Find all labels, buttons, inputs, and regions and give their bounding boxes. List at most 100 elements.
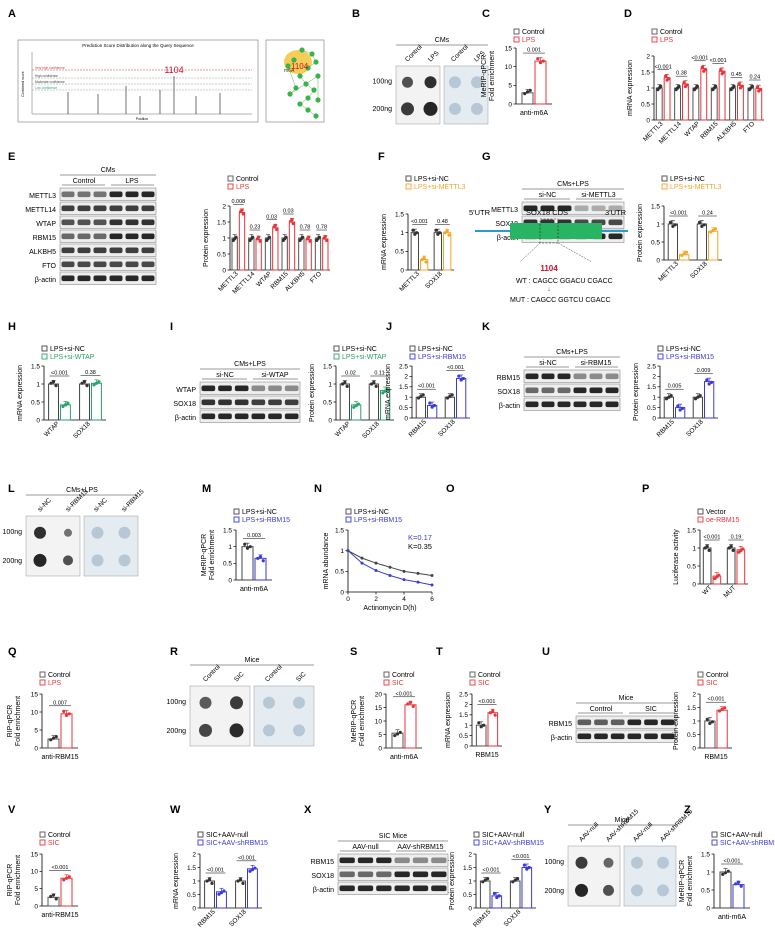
western-blot-membrane: [59, 187, 157, 201]
dot-blot-spot: [64, 528, 72, 537]
western-blot-band: [357, 857, 374, 864]
western-blot-row-label: RBM15: [311, 859, 334, 866]
western-blot-band: [77, 261, 91, 268]
legend-swatch: [345, 508, 352, 515]
western-blot-band: [61, 205, 75, 212]
legend-swatch: [473, 839, 480, 846]
legend-label: Control: [236, 176, 259, 183]
data-point: [66, 401, 70, 405]
n-k-nc: K=0.35: [408, 542, 432, 551]
a-legend-moderate: Moderate confidence: [35, 80, 65, 84]
western-blot-band: [610, 733, 625, 740]
y-tick-label: 0: [656, 257, 660, 264]
data-point: [703, 68, 707, 72]
panel-letter-r: R: [170, 646, 178, 658]
western-blot-group-1: Control: [73, 178, 96, 185]
chart-m: 0 0.5 1 1.5 MeRIP-qPCR Fold enrichment 0.003 an…: [201, 508, 290, 593]
dot-blot-lane-label: Control: [404, 43, 424, 63]
data-point: [325, 238, 329, 243]
y-tick-label: 1.5: [641, 69, 650, 76]
data-point: [419, 394, 423, 398]
p-value: <0.001: [708, 697, 725, 703]
data-point: [62, 709, 66, 714]
western-blot-band: [577, 719, 592, 726]
data-point: [522, 863, 527, 867]
rna-nucleotide: [297, 101, 303, 107]
western-blot-band: [589, 401, 603, 408]
bar: [91, 382, 102, 421]
data-point: [381, 391, 385, 395]
p-value: <0.001: [704, 535, 721, 541]
dot-blot-200ng-label: 200ng: [373, 106, 393, 113]
bar: [708, 230, 719, 261]
western-blot-group-2: si-METTL3: [581, 192, 615, 199]
western-blot-band: [573, 373, 587, 380]
x-tick-label: ALKBH5: [715, 120, 738, 143]
y-tick-label: 1.5: [687, 527, 696, 534]
y-tick-label: 1: [652, 395, 656, 402]
bar: [238, 211, 246, 271]
data-point: [61, 404, 65, 409]
bar: [726, 547, 736, 585]
x-tick-label: SOX18: [424, 270, 444, 290]
data-point: [395, 732, 400, 736]
data-point: [685, 83, 689, 87]
data-point: [343, 380, 347, 384]
data-point: [248, 545, 252, 549]
o-cds-label: SOX18 CDS: [526, 208, 568, 217]
p-value: 0.78: [316, 225, 327, 231]
western-blot-band: [431, 885, 447, 892]
western-blot-band: [339, 871, 355, 878]
western-blot-band: [525, 387, 539, 394]
p-value: <0.001: [207, 868, 224, 874]
dot-blot-spot: [229, 723, 244, 738]
western-blot-band: [77, 205, 91, 212]
panel-letter-e: E: [8, 151, 15, 163]
data-point: [308, 239, 312, 243]
y-axis-label: Protein expression: [673, 692, 680, 750]
dot-blot-spot: [603, 884, 614, 896]
data-point: [51, 736, 56, 740]
legend-label: LPS: [48, 680, 62, 687]
legend-label: LPS+si-WTAP: [342, 354, 387, 361]
western-blot-band: [125, 219, 139, 226]
series-point: [402, 569, 406, 573]
legend-swatch: [711, 831, 718, 838]
bar: [755, 88, 763, 121]
western-blot-row-label: SOX18: [495, 221, 518, 228]
legend-swatch: [661, 175, 668, 182]
legend-swatch: [473, 831, 480, 838]
data-point: [693, 397, 698, 401]
panel-letter-j: J: [386, 321, 392, 333]
bar: [736, 549, 746, 585]
data-point: [219, 891, 224, 895]
data-point: [477, 721, 481, 725]
series-point: [360, 556, 364, 560]
western-blot-membrane: [521, 201, 625, 215]
western-blot-band: [234, 385, 249, 392]
data-point: [54, 384, 58, 388]
y-tick-label: 1.5: [701, 851, 710, 858]
chart-x: 0 0.5 1 1.5 2 Protein expression RBM15 <0.001 SO…: [449, 831, 544, 929]
western-blot-band: [141, 191, 155, 198]
data-point: [682, 252, 686, 256]
legend-swatch: [651, 28, 658, 35]
western-blot-group-1: si-NC: [539, 360, 557, 367]
p-value: 0.001: [527, 48, 541, 54]
y-tick-label: 1: [36, 381, 40, 388]
western-blot-band: [141, 275, 155, 282]
p-value: 0.009: [697, 368, 711, 374]
bar: [433, 232, 443, 271]
bar: [667, 223, 678, 261]
a-legend-high: High confidence: [35, 74, 58, 78]
data-point: [447, 233, 451, 237]
p-value: <0.001: [483, 868, 500, 874]
panel-letter-m: M: [202, 483, 211, 495]
y-tick-label: 1: [468, 878, 472, 885]
y-tick-label: 1: [340, 548, 344, 555]
y-tick-label: 1: [692, 718, 696, 725]
western-blot-band: [573, 401, 587, 408]
western-blot-row-label: β-actin: [551, 735, 572, 742]
western-blot-band: [109, 261, 123, 268]
